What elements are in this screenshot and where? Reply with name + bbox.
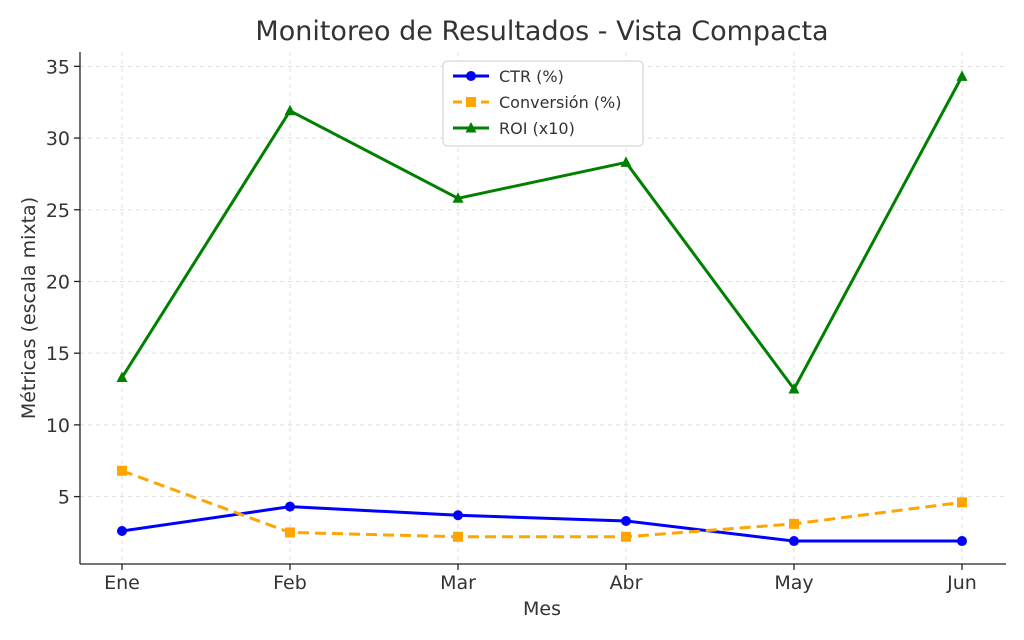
x-tick-label: May [774, 572, 813, 594]
y-tick-label: 25 [46, 200, 70, 222]
y-tick-label: 20 [46, 271, 70, 293]
chart-title: Monitoreo de Resultados - Vista Compacta [255, 16, 828, 47]
x-tick-label: Feb [273, 572, 307, 594]
data-point [620, 156, 632, 167]
x-tick-label: Ene [104, 572, 140, 594]
y-tick-label: 35 [46, 56, 70, 78]
data-point [453, 531, 463, 542]
legend-marker [466, 97, 476, 107]
data-point [957, 497, 967, 508]
x-tick-label: Mar [440, 572, 476, 594]
x-tick-label: Abr [610, 572, 643, 594]
legend-label: Conversión (%) [499, 93, 621, 112]
data-point [285, 501, 295, 512]
legend-label: ROI (x10) [499, 119, 575, 138]
data-point [285, 527, 295, 538]
data-point [621, 515, 631, 526]
data-point [452, 192, 464, 203]
data-point [453, 510, 463, 521]
series-1 [117, 465, 967, 542]
series-2 [116, 70, 968, 394]
legend-marker [465, 122, 477, 133]
x-axis-label: Mes [523, 598, 561, 620]
data-point [621, 531, 631, 542]
data-point [117, 465, 127, 476]
y-axis-label: Métricas (escala mixta) [18, 197, 40, 419]
data-point [789, 518, 799, 529]
data-point [788, 383, 800, 394]
series-0 [117, 501, 967, 547]
series-layer [116, 70, 968, 547]
x-tick-label: Jun [946, 572, 977, 594]
data-point [117, 526, 127, 537]
data-point [789, 536, 799, 547]
legend-box [442, 60, 644, 147]
legend-label: CTR (%) [499, 67, 564, 86]
data-point [956, 70, 968, 81]
y-tick-label: 15 [46, 343, 70, 365]
data-point [116, 371, 128, 383]
legend-marker [466, 71, 476, 81]
series-line [121, 505, 962, 543]
axes: 5 10 15 20 25 30 35 Ene Feb Mar Abr May Jun [46, 52, 1006, 594]
data-point [957, 536, 967, 547]
y-tick-label: 5 [58, 487, 70, 509]
y-tick-label: 30 [46, 128, 70, 150]
y-tick-label: 10 [46, 415, 70, 437]
legend: CTR (%) Conversión (%) ROI (x10) [442, 60, 644, 147]
series-line [120, 75, 964, 391]
data-point [284, 104, 296, 116]
series-line [121, 469, 963, 539]
